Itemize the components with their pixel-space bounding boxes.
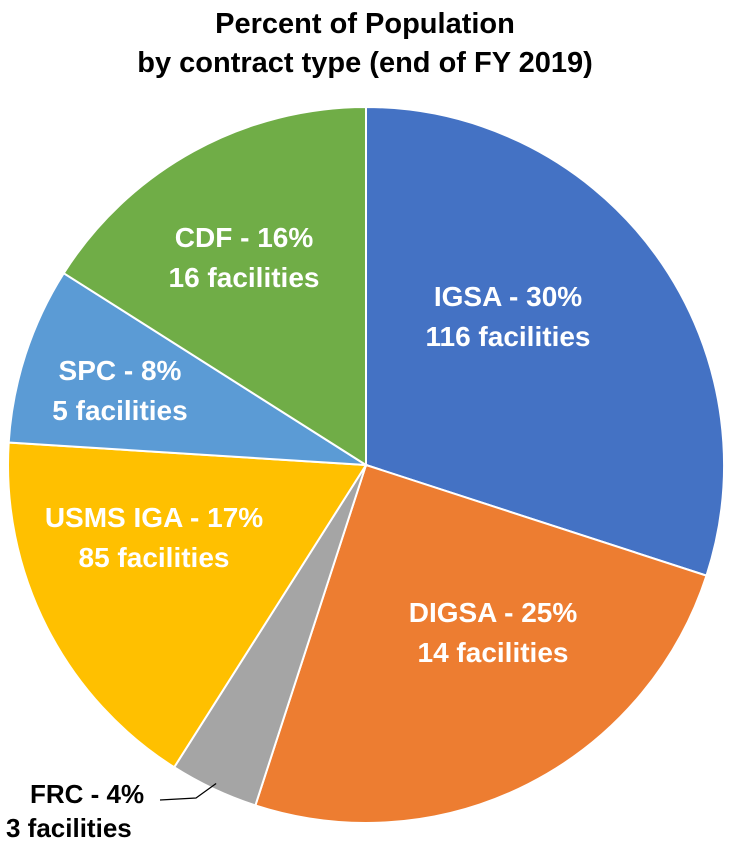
pie-slices [7, 105, 725, 824]
pie-labels: IGSA - 30% 116 facilities DIGSA - 25% 14 fa… [6, 222, 591, 843]
leader-line-frc [159, 783, 217, 801]
pie-slice-digsa [254, 463, 708, 824]
slice-facilities-spc: 5 facilities [52, 395, 187, 426]
slice-label-igsa: IGSA - 30% [434, 281, 582, 312]
pie-slice-spc [7, 271, 367, 466]
pie-slice-usms-iga [7, 441, 368, 769]
chart-title-line-1: Percent of Population [215, 8, 515, 40]
chart-title-line-2: by contract type (end of FY 2019) [137, 47, 593, 79]
slice-label-cdf: CDF - 16% [175, 222, 314, 253]
slice-facilities-digsa: 14 facilities [418, 637, 569, 668]
slice-label-frc: FRC - 4% [30, 779, 144, 809]
slice-label-digsa: DIGSA - 25% [409, 597, 578, 628]
slice-facilities-frc: 3 facilities [6, 813, 132, 843]
slice-label-usms-iga: USMS IGA - 17% [45, 502, 263, 533]
slice-label-spc: SPC - 8% [59, 355, 182, 386]
slice-facilities-igsa: 116 facilities [425, 321, 590, 352]
slice-facilities-cdf: 16 facilities [169, 262, 320, 293]
pie-slice-igsa [365, 105, 725, 577]
slice-facilities-usms-iga: 85 facilities [79, 542, 230, 573]
pie-slice-cdf [62, 105, 367, 467]
